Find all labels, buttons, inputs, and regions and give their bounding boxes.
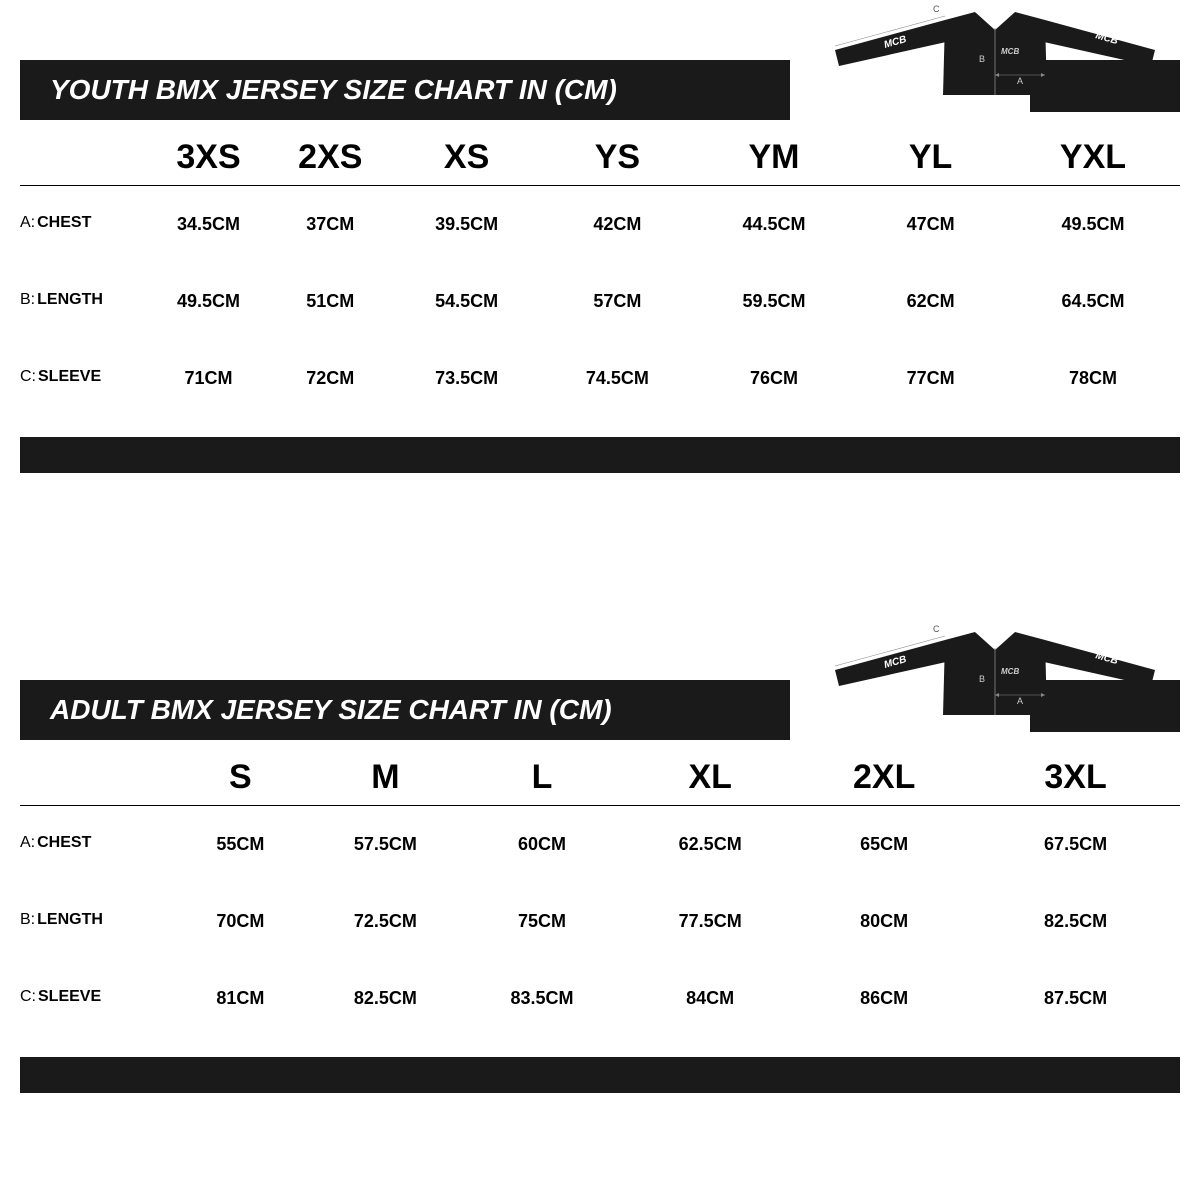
table-header: YS bbox=[542, 120, 693, 186]
jersey-diagram: MCB MCB A B C MCB bbox=[825, 620, 1165, 720]
svg-text:MCB: MCB bbox=[1001, 47, 1019, 56]
row-label-text: CHEST bbox=[37, 214, 91, 231]
jersey-diagram-svg: MCB MCB A B C MCB bbox=[825, 0, 1165, 100]
table-cell: 62.5CM bbox=[623, 806, 797, 883]
jersey-diagram: MCB MCB A B C MCB bbox=[825, 0, 1165, 100]
table-header-empty bbox=[20, 120, 148, 186]
svg-text:C: C bbox=[933, 624, 940, 634]
table-cell: 81CM bbox=[171, 960, 310, 1037]
svg-text:C: C bbox=[933, 4, 940, 14]
table-cell: 71CM bbox=[148, 340, 270, 417]
table-cell: 39.5CM bbox=[391, 186, 542, 263]
chart-title: YOUTH BMX JERSEY SIZE CHART IN (CM) bbox=[20, 60, 790, 120]
section-bottom-bar bbox=[20, 437, 1180, 473]
svg-text:A: A bbox=[1017, 696, 1023, 706]
row-label-text: LENGTH bbox=[37, 911, 103, 928]
table-cell: 42CM bbox=[542, 186, 693, 263]
row-label-prefix: B: bbox=[20, 911, 35, 928]
table-cell: 77CM bbox=[855, 340, 1006, 417]
table-header: YL bbox=[855, 120, 1006, 186]
table-cell: 60CM bbox=[461, 806, 623, 883]
row-label-prefix: B: bbox=[20, 291, 35, 308]
row-label-prefix: C: bbox=[20, 368, 36, 385]
table-cell: 87.5CM bbox=[971, 960, 1180, 1037]
table-header: 3XS bbox=[148, 120, 270, 186]
table-row-label: A:CHEST bbox=[20, 806, 171, 883]
table-cell: 65CM bbox=[797, 806, 971, 883]
table-cell: 78CM bbox=[1006, 340, 1180, 417]
table-cell: 62CM bbox=[855, 263, 1006, 340]
jersey-diagram-svg: MCB MCB A B C MCB bbox=[825, 620, 1165, 720]
table-cell: 77.5CM bbox=[623, 883, 797, 960]
table-cell: 51CM bbox=[269, 263, 391, 340]
size-chart-section-1: MCB MCB A B C MCB ADULT BMX JERSEY SIZE … bbox=[0, 620, 1200, 1093]
table-header: YXL bbox=[1006, 120, 1180, 186]
table-header: XL bbox=[623, 740, 797, 806]
table-cell: 76CM bbox=[693, 340, 855, 417]
table-cell: 44.5CM bbox=[693, 186, 855, 263]
table-row-label: A:CHEST bbox=[20, 186, 148, 263]
table-header: M bbox=[310, 740, 461, 806]
table-header: S bbox=[171, 740, 310, 806]
table-cell: 84CM bbox=[623, 960, 797, 1037]
svg-text:MCB: MCB bbox=[1001, 667, 1019, 676]
table-cell: 67.5CM bbox=[971, 806, 1180, 883]
table-cell: 54.5CM bbox=[391, 263, 542, 340]
table-cell: 64.5CM bbox=[1006, 263, 1180, 340]
row-label-text: SLEEVE bbox=[38, 988, 101, 1005]
table-header: 3XL bbox=[971, 740, 1180, 806]
table-header: 2XS bbox=[269, 120, 391, 186]
table-cell: 37CM bbox=[269, 186, 391, 263]
table-row-label: B:LENGTH bbox=[20, 883, 171, 960]
table-cell: 55CM bbox=[171, 806, 310, 883]
table-cell: 47CM bbox=[855, 186, 1006, 263]
table-header-empty bbox=[20, 740, 171, 806]
table-cell: 70CM bbox=[171, 883, 310, 960]
table-header: L bbox=[461, 740, 623, 806]
section-bottom-bar bbox=[20, 1057, 1180, 1093]
table-cell: 59.5CM bbox=[693, 263, 855, 340]
table-header: YM bbox=[693, 120, 855, 186]
size-table: SMLXL2XL3XLA:CHEST55CM57.5CM60CM62.5CM65… bbox=[0, 740, 1200, 1037]
table-cell: 34.5CM bbox=[148, 186, 270, 263]
row-label-prefix: C: bbox=[20, 988, 36, 1005]
svg-text:B: B bbox=[979, 674, 985, 684]
svg-text:A: A bbox=[1017, 76, 1023, 86]
table-cell: 72.5CM bbox=[310, 883, 461, 960]
table-cell: 82.5CM bbox=[310, 960, 461, 1037]
table-cell: 74.5CM bbox=[542, 340, 693, 417]
table-header: XS bbox=[391, 120, 542, 186]
row-label-prefix: A: bbox=[20, 834, 35, 851]
table-cell: 82.5CM bbox=[971, 883, 1180, 960]
row-label-text: SLEEVE bbox=[38, 368, 101, 385]
row-label-text: LENGTH bbox=[37, 291, 103, 308]
row-label-prefix: A: bbox=[20, 214, 35, 231]
table-cell: 49.5CM bbox=[1006, 186, 1180, 263]
table-row-label: B:LENGTH bbox=[20, 263, 148, 340]
table-cell: 83.5CM bbox=[461, 960, 623, 1037]
chart-title: ADULT BMX JERSEY SIZE CHART IN (CM) bbox=[20, 680, 790, 740]
table-cell: 72CM bbox=[269, 340, 391, 417]
table-cell: 75CM bbox=[461, 883, 623, 960]
table-cell: 80CM bbox=[797, 883, 971, 960]
size-table: 3XS2XSXSYSYMYLYXLA:CHEST34.5CM37CM39.5CM… bbox=[0, 120, 1200, 417]
table-row-label: C:SLEEVE bbox=[20, 960, 171, 1037]
table-cell: 57CM bbox=[542, 263, 693, 340]
table-cell: 49.5CM bbox=[148, 263, 270, 340]
row-label-text: CHEST bbox=[37, 834, 91, 851]
table-cell: 86CM bbox=[797, 960, 971, 1037]
table-cell: 57.5CM bbox=[310, 806, 461, 883]
table-cell: 73.5CM bbox=[391, 340, 542, 417]
table-row-label: C:SLEEVE bbox=[20, 340, 148, 417]
svg-text:B: B bbox=[979, 54, 985, 64]
table-header: 2XL bbox=[797, 740, 971, 806]
size-chart-section-0: MCB MCB A B C MCB YOUTH BMX JERSEY SIZE … bbox=[0, 0, 1200, 473]
